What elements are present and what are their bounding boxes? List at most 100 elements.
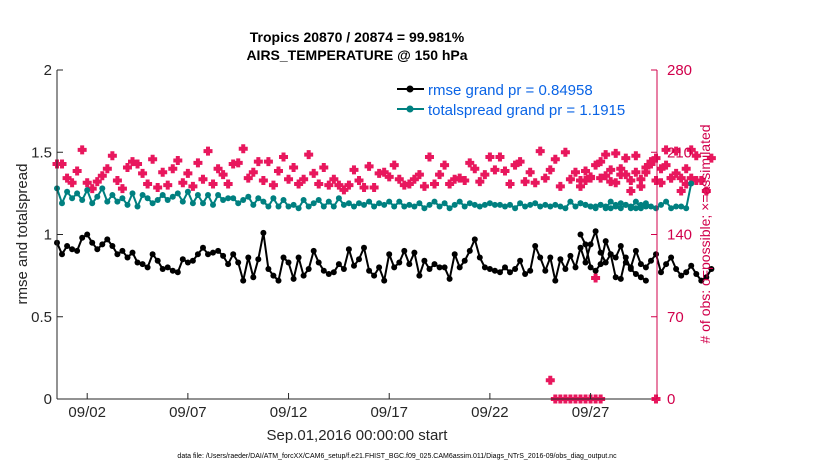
obs-assimilated-marker-0-1 [57,159,67,169]
rmse-marker-0-130 [708,266,715,272]
totalspread-marker-0-92 [517,200,524,207]
rmse-marker-0-72 [416,272,423,279]
totalspread-marker-0-48 [295,205,302,212]
obs-assimilated-marker-0-44 [273,166,283,176]
totalspread-marker-0-35 [230,195,237,202]
rmse-marker-1-13 [642,277,649,284]
rmse-marker-0-49 [300,272,307,279]
obs-assimilated-marker-0-25 [178,178,188,188]
rmse-marker-0-101 [562,266,569,272]
rmse-marker-0-128 [698,277,705,284]
rmse-marker-0-25 [179,256,186,263]
obs-assimilated-marker-0-16 [133,159,143,169]
x-tick-label-3: 09/17 [370,404,408,421]
obs-assimilated-marker-0-71 [409,174,419,184]
totalspread-marker-0-68 [396,198,403,205]
totalspread-marker-0-54 [325,198,332,205]
rmse-marker-1-7 [612,274,619,281]
rmse-marker-0-32 [215,247,222,254]
obs-assimilated-marker-0-29 [198,174,208,184]
totalspread-marker-0-20 [154,197,161,203]
totalspread-marker-0-8 [94,193,101,200]
obs-assimilated-marker-0-28 [193,158,203,168]
totalspread-marker-0-76 [436,203,443,210]
obs-assimilated-marker-2-22 [686,145,696,155]
rmse-marker-0-88 [497,269,503,276]
obs-assimilated-marker-2-4 [596,157,606,167]
obs-assimilated-marker-0-94 [525,167,535,177]
obs-assimilated-marker-0-68 [394,174,404,184]
rmse-marker-0-20 [154,257,161,264]
totalspread-marker-0-19 [149,200,156,207]
obs-assimilated-marker-2-18 [666,173,676,183]
obs-assimilated-marker-0-34 [223,179,233,189]
rmse-marker-0-11 [109,243,116,249]
data-layer [52,144,716,404]
obs-assimilated-marker-2-20 [676,173,686,183]
rmse-marker-0-46 [285,259,292,266]
obs-assimilated-marker-0-62 [364,161,374,171]
rmse-marker-0-63 [371,272,378,279]
rmse-marker-0-64 [376,264,383,271]
obs-assimilated-marker-2-1 [581,175,591,185]
totalspread-marker-0-85 [481,201,488,208]
rmse-marker-0-122 [668,254,675,261]
totalspread-marker-0-32 [215,192,222,198]
obs-assimilated-marker-0-33 [218,170,228,180]
rmse-marker-0-1 [59,251,65,258]
obs-assimilated-marker-0-45 [279,152,289,162]
y-left-tick-label-2: 1 [44,227,52,244]
totalspread-marker-0-10 [104,198,111,205]
rmse-marker-0-37 [240,277,247,284]
rmse-marker-0-4 [74,247,81,254]
obs-assimilated-marker-0-32 [213,164,223,174]
obs-assimilated-marker-0-91 [510,160,520,170]
rmse-marker-0-9 [99,241,106,248]
obs-assimilated-marker-0-15 [128,157,138,167]
totalspread-marker-0-4 [74,190,81,197]
obs-assimilated-marker-0-12 [112,175,122,185]
obs-assimilated-marker-2-3 [591,160,601,170]
obs-assimilated-marker-0-78 [445,179,455,189]
totalspread-marker-0-112 [617,205,624,212]
totalspread-marker-0-97 [542,201,549,208]
obs-assimilated-marker-0-97 [540,173,550,183]
rmse-marker-0-45 [280,254,287,261]
totalspread-marker-0-53 [320,203,327,210]
rmse-marker-1-10 [627,266,634,272]
totalspread-marker-1-10 [627,203,634,210]
totalspread-marker-0-5 [79,197,86,203]
rmse-marker-0-51 [310,247,317,254]
obs-assimilated-marker-0-42 [263,157,273,167]
x-tick-label-2: 09/12 [270,404,308,421]
obs-assimilated-marker-0-80 [455,173,465,183]
totalspread-marker-0-51 [310,200,317,207]
obs-assimilated-marker-0-43 [268,180,278,190]
totalspread-marker-0-31 [210,201,216,208]
totalspread-marker-0-42 [265,203,272,210]
rmse-marker-0-117 [642,264,649,271]
totalspread-marker-0-1 [59,200,65,207]
totalspread-marker-0-95 [532,200,539,207]
obs-assimilated-marker-0-96 [535,146,545,156]
rmse-marker-0-2 [64,243,71,249]
obs-assimilated-marker-0-125 [681,164,691,174]
totalspread-marker-0-7 [89,200,96,207]
rmse-marker-0-119 [653,251,659,258]
totalspread-marker-0-75 [431,198,438,205]
obs-assimilated-marker-0-18 [143,179,153,189]
rmse-marker-0-10 [104,236,111,243]
x-tick-label-1: 09/07 [169,404,207,421]
rmse-marker-0-36 [235,259,242,266]
rmse-marker-0-76 [436,264,443,271]
rmse-marker-0-85 [481,264,488,271]
totalspread-marker-0-22 [164,197,171,203]
obs-assimilated-marker-2-11 [631,167,641,177]
legend-rmse-label: rmse grand pr = 0.84958 [428,82,593,99]
obs-assimilated-marker-0-73 [419,181,429,191]
obs-assimilated-marker-0-128 [696,175,706,185]
obs-assimilated-marker-0-22 [163,180,173,190]
rmse-marker-0-91 [512,266,519,272]
obs-assimilated-marker-0-84 [475,177,485,187]
obs-assimilated-marker-0-17 [138,168,148,178]
